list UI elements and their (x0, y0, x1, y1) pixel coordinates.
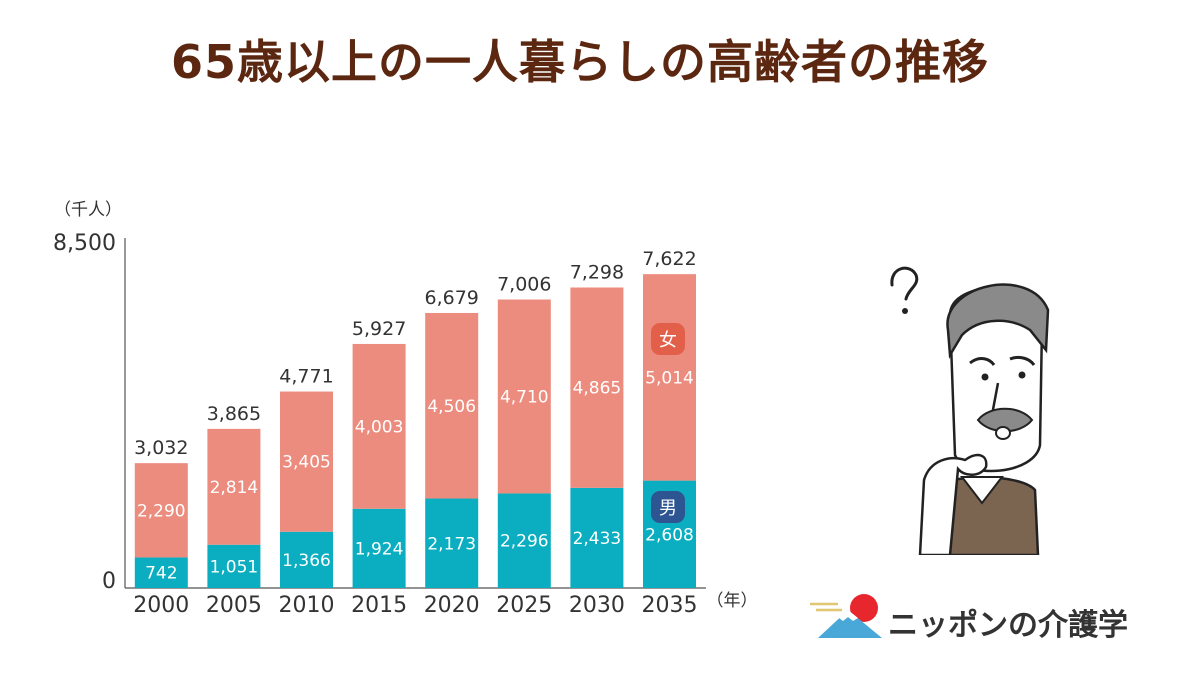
bar-segment-female (425, 312, 479, 499)
bar-value-label-male: 1,924 (355, 539, 404, 559)
bar-total-label: 6,679 (424, 287, 478, 309)
bar-value-label-male: 2,296 (500, 532, 549, 552)
x-tick-label: 2025 (496, 593, 552, 618)
x-tick-label: 2020 (424, 593, 480, 618)
bar-segment-female (134, 463, 188, 558)
y-unit-label: （千人） (54, 200, 122, 220)
x-tick-label: 2035 (642, 593, 698, 618)
bar-total-label: 7,622 (642, 248, 696, 270)
bar-segment-male (497, 493, 551, 588)
legend-label-female: 女 (659, 330, 677, 351)
legend-badge-male: 男 (651, 491, 685, 523)
bar-value-label-female: 4,710 (500, 387, 549, 407)
bar-segment-male (207, 544, 261, 588)
bar-segment-male (425, 498, 479, 588)
page-title: 65歳以上の一人暮らしの高齢者の推移 (170, 35, 989, 89)
bar-segment-female (207, 428, 261, 545)
bar-segment-female (280, 391, 333, 532)
y-tick-max: 8,500 (53, 231, 116, 256)
bar-total-label: 3,865 (207, 403, 261, 425)
bar-value-label-female: 4,003 (355, 417, 404, 437)
bar-segment-male (280, 531, 333, 588)
bar-value-label-male: 1,366 (282, 551, 331, 571)
bar-segment-female (497, 299, 551, 494)
bar-value-label-male: 2,173 (427, 534, 476, 554)
bar-value-label-female: 4,506 (427, 397, 476, 417)
bar-segment-male (134, 557, 188, 588)
x-tick-label: 2005 (206, 593, 262, 618)
logo-mountain-sun-icon (810, 594, 882, 638)
bar-value-label-female: 5,014 (645, 368, 694, 388)
question-mark-icon (890, 266, 919, 314)
x-tick-label: 2000 (133, 593, 189, 618)
bar-total-label: 4,771 (279, 366, 333, 388)
bar-total-label: 5,927 (352, 318, 406, 340)
bar-value-label-female: 2,814 (210, 478, 259, 498)
x-tick-label: 2010 (279, 593, 335, 618)
bar-total-label: 7,298 (570, 261, 624, 283)
bar-value-label-female: 3,405 (282, 453, 331, 473)
bar-value-label-male: 742 (145, 564, 177, 584)
bar-segment-male (352, 508, 406, 588)
x-tick-label: 2015 (351, 593, 407, 618)
bar-value-label-female: 2,290 (137, 501, 186, 521)
x-tick-label: 2030 (569, 593, 625, 618)
bar-value-label-male: 2,433 (573, 529, 622, 549)
logo-text: ニッポンの介護学 (888, 608, 1128, 643)
stacked-bar-chart: （千人） （年） 8,500 0 742 2,290 3,032 2000 1,051 2… (53, 200, 758, 618)
legend-badge-female: 女 (651, 323, 685, 355)
bar-total-label: 3,032 (134, 437, 188, 459)
bar-value-label-male: 1,051 (210, 557, 259, 577)
bar-segment-female (352, 343, 406, 509)
legend-label-male: 男 (659, 498, 677, 519)
brand-logo: ニッポンの介護学 (808, 590, 1178, 650)
bar-value-label-male: 2,608 (645, 525, 694, 545)
bar-total-label: 7,006 (497, 274, 551, 296)
bar-segment-male (570, 487, 624, 588)
elderly-man-thinking-illustration (890, 266, 1050, 555)
bar-segment-female (570, 287, 624, 488)
x-unit-label: （年） (707, 591, 758, 611)
bar-segment-female (643, 274, 696, 481)
y-tick-zero: 0 (102, 569, 116, 594)
bar-value-label-female: 4,865 (573, 379, 622, 399)
